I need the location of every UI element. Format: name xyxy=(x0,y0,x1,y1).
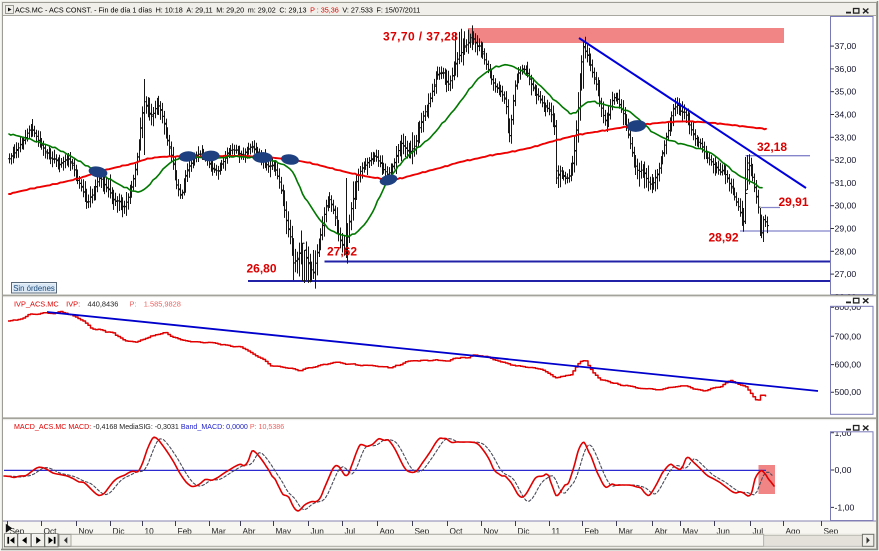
svg-text:11: 11 xyxy=(552,526,561,536)
svg-text:MACD_ACS.MC MACD: -0,4168 Medi: MACD_ACS.MC MACD: -0,4168 MediaSIG: -0,3… xyxy=(14,423,284,431)
svg-text:Jun: Jun xyxy=(717,526,731,536)
svg-text:37,70 / 37,28: 37,70 / 37,28 xyxy=(383,30,458,44)
svg-text:Sep: Sep xyxy=(10,526,25,536)
svg-text:10: 10 xyxy=(145,526,155,536)
svg-text:Sep: Sep xyxy=(415,526,430,536)
svg-text:Feb: Feb xyxy=(178,526,193,536)
svg-text:Abr: Abr xyxy=(655,526,668,536)
svg-text:26,00: 26,00 xyxy=(835,292,857,302)
svg-text:33,00: 33,00 xyxy=(835,132,857,142)
svg-text:Jun: Jun xyxy=(311,526,325,536)
svg-text:Dic: Dic xyxy=(113,526,125,536)
svg-text:Ago: Ago xyxy=(786,526,801,536)
svg-text:29,00: 29,00 xyxy=(835,224,857,234)
svg-text:28,92: 28,92 xyxy=(709,231,739,245)
svg-text:31,00: 31,00 xyxy=(835,178,857,188)
svg-text:37,00: 37,00 xyxy=(835,41,857,51)
svg-text:Ago: Ago xyxy=(380,526,395,536)
svg-text:27,62: 27,62 xyxy=(327,245,357,259)
svg-text:34,00: 34,00 xyxy=(835,110,857,120)
svg-text:29,91: 29,91 xyxy=(779,195,809,209)
svg-text:May: May xyxy=(683,526,700,536)
svg-text:Sep: Sep xyxy=(824,526,839,536)
svg-text:ACS.MC - ACS CONST. - Fin de d: ACS.MC - ACS CONST. - Fin de día 1 días … xyxy=(15,5,420,14)
svg-text:Jul: Jul xyxy=(753,526,764,536)
svg-text:Jul: Jul xyxy=(345,526,356,536)
svg-text:-1,00: -1,00 xyxy=(835,502,855,512)
svg-text:35,00: 35,00 xyxy=(835,87,857,97)
svg-text:32,18: 32,18 xyxy=(757,140,787,154)
svg-text:Oct: Oct xyxy=(44,526,58,536)
svg-text:1,00: 1,00 xyxy=(835,428,852,438)
svg-text:Dic: Dic xyxy=(518,526,530,536)
svg-text:May: May xyxy=(276,526,293,536)
svg-text:Oct: Oct xyxy=(450,526,464,536)
svg-text:Feb: Feb xyxy=(585,526,600,536)
svg-text:36,00: 36,00 xyxy=(835,64,857,74)
svg-text:800,00: 800,00 xyxy=(835,302,862,312)
svg-text:Mar: Mar xyxy=(619,526,634,536)
svg-text:26,80: 26,80 xyxy=(247,262,277,276)
svg-text:Sin órdenes: Sin órdenes xyxy=(13,284,55,293)
svg-text:Abr: Abr xyxy=(243,526,256,536)
svg-text:600,00: 600,00 xyxy=(835,360,862,370)
svg-text:Nov: Nov xyxy=(484,526,500,536)
svg-text:27,00: 27,00 xyxy=(835,269,857,279)
svg-text:32,00: 32,00 xyxy=(835,155,857,165)
svg-text:0,00: 0,00 xyxy=(835,465,852,475)
svg-text:700,00: 700,00 xyxy=(835,331,862,341)
svg-text:Nov: Nov xyxy=(79,526,95,536)
svg-text:Mar: Mar xyxy=(212,526,227,536)
svg-text:IVP_ACS.MC IVP: 440,8436 P: 1: IVP_ACS.MC IVP: 440,8436 P: 1.585,9828 xyxy=(14,300,181,309)
svg-text:500,00: 500,00 xyxy=(835,387,862,397)
svg-text:28,00: 28,00 xyxy=(835,246,857,256)
svg-text:30,00: 30,00 xyxy=(835,201,857,211)
